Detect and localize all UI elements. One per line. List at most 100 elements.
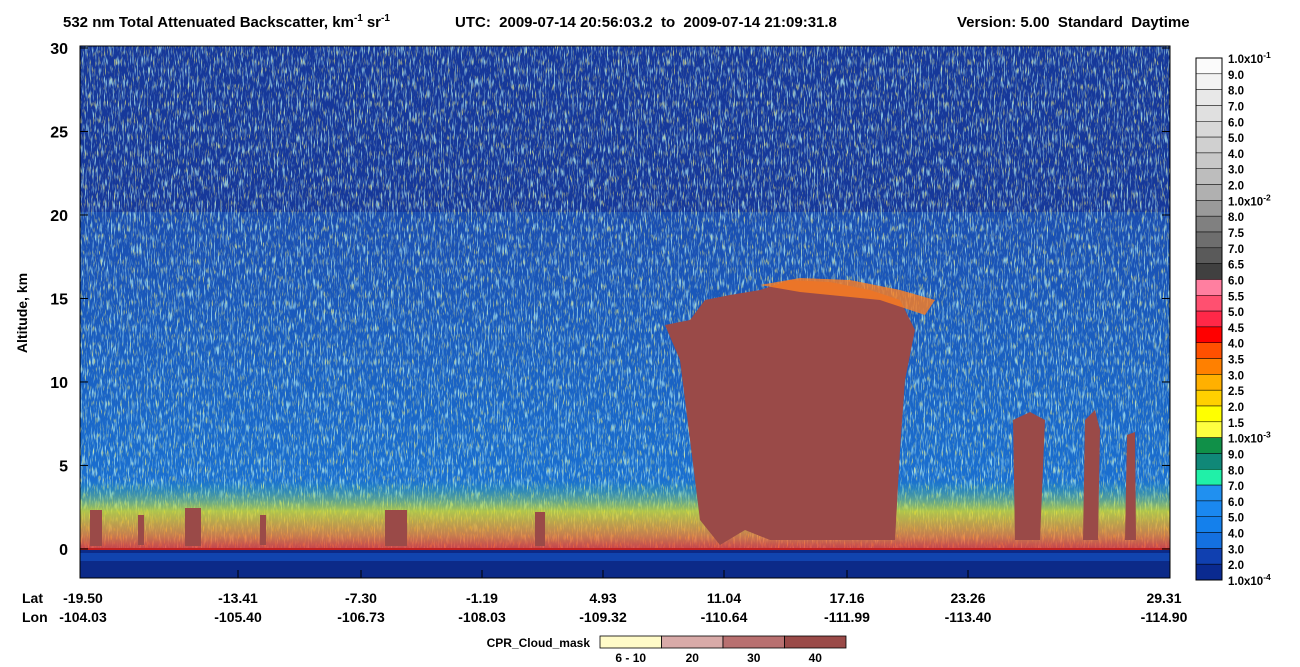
colorbar-label: 8.0 — [1228, 465, 1244, 477]
colorbar-label: 1.0x10-4 — [1228, 572, 1271, 588]
colorbar-segment — [1195, 374, 1223, 391]
colorbar-label: 1.0x10-2 — [1228, 192, 1271, 208]
colorbar-segment — [1195, 500, 1223, 517]
colorbar-label: 6.0 — [1228, 275, 1244, 287]
title-text: 532 nm Total Attenuated Backscatter, km — [63, 14, 354, 31]
backscatter-image — [80, 46, 1170, 578]
colorbar-segment — [1195, 295, 1223, 312]
colorbar-segment — [1195, 453, 1223, 470]
cloud-mask-value: 20 — [686, 651, 700, 665]
colorbar-label: 2.0 — [1228, 402, 1244, 414]
colorbar-segment — [1195, 57, 1223, 75]
colorbar-segment — [1195, 231, 1223, 249]
y-tick-label: 30 — [50, 41, 68, 58]
lat-label: -13.41 — [218, 590, 258, 606]
colorbar-label: 1.0x10-1 — [1228, 50, 1271, 66]
cloud-mask-swatch — [784, 635, 847, 649]
colorbar-segment — [1195, 279, 1223, 296]
y-tick-label: 0 — [59, 542, 68, 559]
utc-range: UTC: 2009-07-14 20:56:03.2 to 2009-07-14… — [455, 14, 837, 31]
colorbar-label: 3.0 — [1228, 370, 1244, 382]
cloud-mask-value: 6 - 10 — [615, 651, 646, 665]
lat-label: -19.50 — [63, 590, 103, 606]
lon-label: -110.64 — [701, 609, 748, 625]
lon-label: -105.40 — [214, 609, 262, 625]
colorbar-label-base: 1.0x10 — [1228, 196, 1263, 208]
y-tick-label: 15 — [50, 291, 68, 308]
colorbar-label: 3.5 — [1228, 355, 1245, 367]
colorbar-label: 3.0 — [1228, 165, 1244, 177]
plot-frame — [79, 45, 1171, 579]
lon-label: -111.99 — [824, 609, 870, 625]
cloud-mask-swatch — [661, 635, 724, 649]
cloud-mask-value: 40 — [809, 651, 823, 665]
title-unit: sr — [367, 14, 381, 31]
y-tick-label: 25 — [50, 124, 68, 141]
colorbar-label: 1.0x10-3 — [1228, 430, 1271, 446]
colorbar-label-base: 1.0x10 — [1228, 54, 1263, 66]
colorbar-segment — [1195, 105, 1223, 122]
colorbar-label-base: 1.0x10 — [1228, 434, 1263, 446]
colorbar-label: 7.0 — [1228, 244, 1244, 256]
lon-label: -113.40 — [945, 609, 992, 625]
colorbar-segment — [1195, 152, 1223, 169]
title-exp: -1 — [354, 13, 363, 24]
lon-label: -104.03 — [59, 609, 107, 625]
colorbar-segment — [1195, 200, 1223, 217]
colorbar-label: 9.0 — [1228, 449, 1244, 461]
colorbar-segment — [1195, 89, 1223, 106]
lon-label: -106.73 — [337, 609, 385, 625]
y-tick-label: 10 — [50, 375, 68, 392]
colorbar-segment — [1195, 73, 1223, 90]
lon-label: -108.03 — [458, 609, 506, 625]
colorbar-label: 5.5 — [1228, 291, 1245, 303]
colorbar-label: 4.0 — [1228, 529, 1244, 541]
colorbar-segment — [1195, 168, 1223, 185]
colorbar-label: 5.0 — [1228, 307, 1244, 319]
colorbar-segment — [1195, 516, 1223, 533]
colorbar-label: 8.0 — [1228, 212, 1244, 224]
colorbar-segment — [1195, 326, 1223, 343]
y-tick-label: 5 — [59, 458, 68, 475]
colorbar-label: 9.0 — [1228, 70, 1244, 82]
colorbar-label: 7.0 — [1228, 101, 1244, 113]
chart-title: 532 nm Total Attenuated Backscatter, km-… — [63, 13, 390, 31]
colorbar-label: 5.0 — [1228, 513, 1244, 525]
y-axis-label: Altitude, km — [14, 273, 30, 353]
colorbar-segment — [1195, 342, 1223, 359]
colorbar-segment — [1195, 184, 1223, 201]
x-row-label: Lat — [22, 590, 43, 606]
title-unit-exp: -1 — [381, 13, 390, 24]
colorbar-segment — [1195, 421, 1223, 438]
colorbar-label: 2.0 — [1228, 181, 1244, 193]
colorbar-label-exp: -4 — [1263, 572, 1271, 582]
lon-label: -114.90 — [1141, 609, 1188, 625]
colorbar-label: 6.0 — [1228, 117, 1244, 129]
colorbar-segment — [1195, 532, 1223, 549]
colorbar-label: 7.5 — [1228, 228, 1245, 240]
colorbar-segment — [1195, 215, 1223, 233]
lat-label: 4.93 — [589, 590, 616, 606]
colorbar-frame — [1195, 57, 1223, 581]
colorbar-segment — [1195, 389, 1223, 407]
colorbar-label: 3.0 — [1228, 544, 1244, 556]
cloud-mask-swatch — [599, 635, 662, 649]
lat-label: 17.16 — [829, 590, 864, 606]
colorbar-segment — [1195, 310, 1223, 328]
colorbar-label: 2.5 — [1228, 386, 1245, 398]
colorbar-segment — [1195, 437, 1223, 454]
colorbar-segment — [1195, 247, 1223, 264]
colorbar-label: 8.0 — [1228, 86, 1244, 98]
colorbar-label: 6.0 — [1228, 497, 1244, 509]
cloud-mask-value: 30 — [747, 651, 761, 665]
version: Version: 5.00 Standard Daytime — [957, 14, 1190, 31]
lat-label: 11.04 — [707, 590, 741, 606]
colorbar-label: 4.5 — [1228, 323, 1245, 335]
cloud-mask-swatch — [722, 635, 785, 649]
colorbar-label: 4.0 — [1228, 149, 1244, 161]
colorbar-label: 2.0 — [1228, 560, 1244, 572]
colorbar-label: 7.0 — [1228, 481, 1244, 493]
colorbar-segment — [1195, 263, 1223, 280]
colorbar-segment — [1195, 469, 1223, 486]
colorbar-label: 1.5 — [1228, 418, 1245, 430]
